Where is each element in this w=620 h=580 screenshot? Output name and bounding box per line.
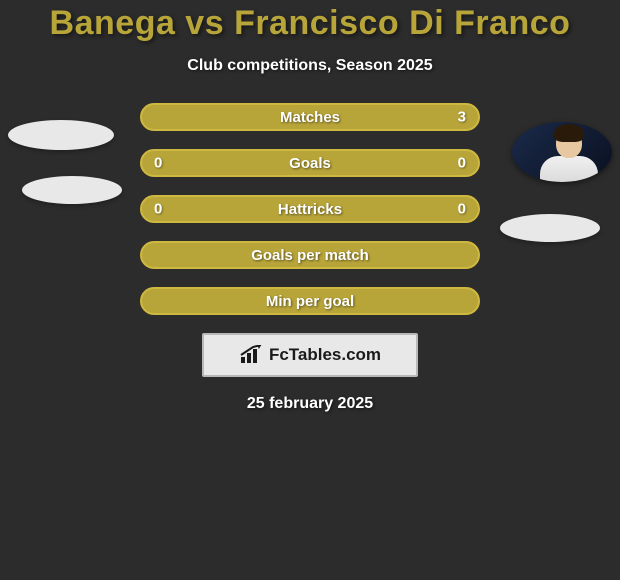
stat-label: Goals — [289, 155, 331, 172]
stat-row-matches: Matches 3 — [140, 103, 480, 131]
stat-label: Hattricks — [278, 201, 342, 218]
stat-right-value: 3 — [458, 109, 466, 126]
date-line: 25 february 2025 — [0, 395, 620, 413]
stat-right-value: 0 — [458, 201, 466, 218]
stat-label: Matches — [280, 109, 340, 126]
stat-row-goals: 0 Goals 0 — [140, 149, 480, 177]
comparison-card: Banega vs Francisco Di Franco Club compe… — [0, 0, 620, 413]
stat-label: Min per goal — [266, 293, 354, 310]
stat-row-goals-per-match: Goals per match — [140, 241, 480, 269]
stat-left-value: 0 — [154, 201, 162, 218]
page-subtitle: Club competitions, Season 2025 — [0, 57, 620, 75]
chart-icon — [239, 345, 265, 365]
brand-logo[interactable]: FcTables.com — [202, 333, 418, 377]
brand-text: FcTables.com — [269, 345, 381, 365]
stat-row-hattricks: 0 Hattricks 0 — [140, 195, 480, 223]
page-title: Banega vs Francisco Di Franco — [0, 4, 620, 43]
stat-right-value: 0 — [458, 155, 466, 172]
stats-area: Matches 3 0 Goals 0 0 Hattricks 0 Goals … — [0, 103, 620, 315]
stat-left-value: 0 — [154, 155, 162, 172]
stat-label: Goals per match — [251, 247, 369, 264]
stat-row-min-per-goal: Min per goal — [140, 287, 480, 315]
